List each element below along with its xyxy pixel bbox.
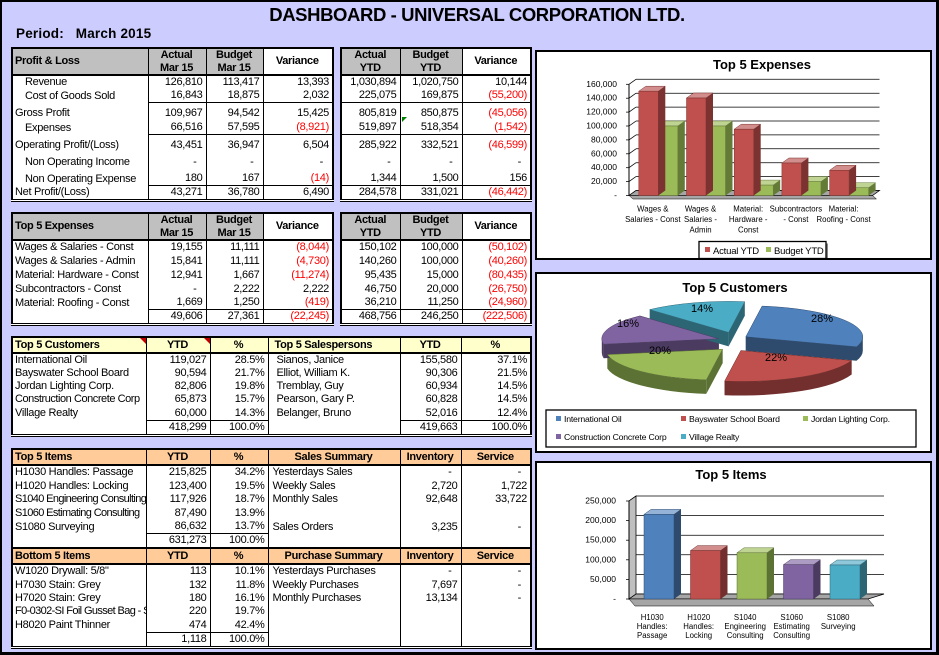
svg-text:Handles:: Handles: <box>683 622 714 631</box>
svg-text:Passage: Passage <box>637 631 667 640</box>
svg-text:Hardware -: Hardware - <box>729 215 768 224</box>
svg-text:Estimating: Estimating <box>773 622 809 631</box>
svg-text:Consulting: Consulting <box>773 631 810 640</box>
svg-text:Material:: Material: <box>733 205 763 214</box>
svg-text:Top 5 Customers: Top 5 Customers <box>682 280 787 295</box>
svg-text:S1080: S1080 <box>827 613 850 622</box>
svg-text:Const: Const <box>738 226 759 235</box>
svg-text:150,000: 150,000 <box>585 535 616 545</box>
svg-text:Consulting: Consulting <box>727 631 764 640</box>
svg-text:Wages &: Wages & <box>637 205 669 214</box>
svg-text:50,000: 50,000 <box>590 574 616 584</box>
svg-text:20,000: 20,000 <box>591 176 617 186</box>
svg-text:-: - <box>613 594 616 604</box>
svg-text:International Oil: International Oil <box>564 414 622 424</box>
svg-text:Salaries - Const: Salaries - Const <box>625 215 681 224</box>
svg-text:Bayswater School Board: Bayswater School Board <box>689 414 780 424</box>
svg-text:H1030: H1030 <box>641 613 665 622</box>
svg-text:Top 5 Items: Top 5 Items <box>695 467 766 482</box>
svg-text:S1040: S1040 <box>734 613 757 622</box>
svg-text:16%: 16% <box>617 318 639 330</box>
svg-text:100,000: 100,000 <box>585 554 616 564</box>
svg-text:120,000: 120,000 <box>586 107 617 117</box>
svg-text:Salaries -: Salaries - <box>684 215 717 224</box>
svg-text:80,000: 80,000 <box>591 134 617 144</box>
svg-text:Wages &: Wages & <box>685 205 717 214</box>
svg-text:60,000: 60,000 <box>591 148 617 158</box>
svg-text:Material:: Material: <box>829 205 859 214</box>
svg-text:- Const: - Const <box>783 215 809 224</box>
svg-text:Top 5 Expenses: Top 5 Expenses <box>713 57 811 72</box>
svg-text:20%: 20% <box>649 345 671 357</box>
svg-text:Roofing - Const: Roofing - Const <box>817 215 872 224</box>
svg-text:140,000: 140,000 <box>586 93 617 103</box>
svg-text:-: - <box>614 190 617 200</box>
svg-text:100,000: 100,000 <box>586 121 617 131</box>
svg-text:Locking: Locking <box>685 631 712 640</box>
svg-text:Engineering: Engineering <box>724 622 766 631</box>
svg-text:Budget YTD: Budget YTD <box>774 246 824 257</box>
svg-text:40,000: 40,000 <box>591 162 617 172</box>
svg-text:H1020: H1020 <box>687 613 711 622</box>
svg-text:160,000: 160,000 <box>586 79 617 89</box>
svg-text:14%: 14% <box>691 303 713 315</box>
svg-text:Village Realty: Village Realty <box>689 432 740 442</box>
svg-text:22%: 22% <box>765 352 787 364</box>
svg-text:28%: 28% <box>811 313 833 325</box>
svg-text:Surveying: Surveying <box>821 622 856 631</box>
svg-text:S1060: S1060 <box>780 613 803 622</box>
svg-text:Handles:: Handles: <box>637 622 668 631</box>
svg-text:200,000: 200,000 <box>585 515 616 525</box>
svg-text:Construction Concrete Corp: Construction Concrete Corp <box>564 432 667 442</box>
svg-text:Actual YTD: Actual YTD <box>713 246 759 257</box>
svg-text:Jordan Lighting Corp.: Jordan Lighting Corp. <box>811 414 890 424</box>
svg-text:Subcontractors: Subcontractors <box>770 205 823 214</box>
svg-text:Admin: Admin <box>689 226 711 235</box>
svg-text:250,000: 250,000 <box>585 496 616 506</box>
